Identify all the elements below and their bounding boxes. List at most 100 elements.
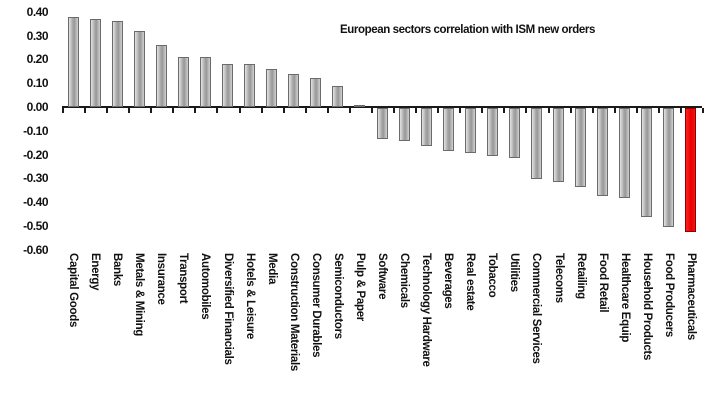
axis-tick-mark	[393, 108, 395, 113]
axis-tick-mark	[150, 108, 152, 113]
x-label-tobacco: Tobacco	[486, 253, 498, 298]
x-label-construction-materials: Construction Materials	[288, 253, 300, 372]
axis-tick-mark	[415, 108, 417, 113]
axis-tick-mark	[194, 108, 196, 113]
x-label-food-producers: Food Producers	[663, 253, 675, 337]
x-label-consumer-durables: Consumer Durables	[310, 253, 322, 358]
x-label-energy: Energy	[89, 253, 101, 291]
bar-beverages	[443, 108, 454, 151]
bar-commercial-services	[531, 108, 542, 179]
axis-tick-mark	[283, 108, 285, 113]
y-tick-label-0.10: 0.10	[26, 76, 49, 91]
x-label-commercial-services: Commercial Services	[530, 253, 542, 364]
y-tick-label--0.30: -0.30	[23, 171, 48, 186]
x-label-beverages: Beverages	[442, 253, 454, 309]
axis-tick-mark	[503, 108, 505, 113]
x-label-hotels-leisure: Hotels & Leisure	[244, 253, 256, 339]
axis-tick-mark	[327, 108, 329, 113]
bar-energy	[90, 19, 101, 107]
bar-food-producers	[663, 108, 674, 227]
y-tick-label-0.00: 0.00	[26, 100, 49, 114]
axis-tick-mark	[305, 108, 307, 113]
axis-tick-mark	[636, 108, 638, 113]
y-tick-label-0.40: 0.40	[26, 4, 49, 19]
axis-tick-mark	[525, 108, 527, 113]
x-label-food-retail: Food Retail	[597, 253, 609, 313]
x-label-retailing: Retailing	[575, 253, 587, 299]
x-label-banks: Banks	[111, 253, 123, 287]
axis-tick-mark	[481, 108, 483, 113]
bar-pulp-paper	[354, 105, 365, 107]
x-label-technology-hardware: Technology Hardware	[420, 253, 432, 367]
axis-tick-mark	[371, 108, 373, 113]
axis-tick-mark	[614, 108, 616, 113]
y-tick-label--0.10: -0.10	[23, 123, 48, 138]
x-label-metals-mining: Metals & Mining	[133, 253, 145, 337]
axis-tick-mark	[658, 108, 660, 113]
y-tick-label--0.50: -0.50	[23, 219, 48, 233]
x-label-transport: Transport	[177, 253, 189, 304]
x-label-household-products: Household Products	[641, 253, 653, 361]
chart-title: European sectors correlation with ISM ne…	[340, 24, 595, 36]
bar-pharmaceuticals	[685, 108, 696, 232]
x-label-insurance: Insurance	[155, 253, 167, 305]
axis-tick-mark	[437, 108, 439, 113]
x-label-semiconductors: Semiconductors	[332, 253, 344, 339]
x-label-utilities: Utilities	[508, 253, 520, 292]
bar-chemicals	[399, 108, 410, 141]
axis-tick-mark	[128, 108, 130, 113]
axis-tick-mark	[680, 108, 682, 113]
bar-telecoms	[553, 108, 564, 182]
bar-insurance	[156, 45, 167, 107]
bar-capital-goods	[68, 17, 79, 107]
y-tick-label--0.20: -0.20	[23, 147, 48, 162]
bar-food-retail	[597, 108, 608, 196]
axis-tick-mark	[570, 108, 572, 113]
y-tick-label--0.40: -0.40	[23, 195, 48, 210]
axis-tick-mark	[702, 108, 704, 113]
x-label-real-estate: Real estate	[464, 253, 476, 311]
axis-tick-mark	[349, 108, 351, 113]
bar-retailing	[575, 108, 586, 187]
axis-tick-mark	[592, 108, 594, 113]
bar-transport	[178, 57, 189, 107]
x-label-diversified-financials: Diversified Financials	[222, 253, 234, 365]
axis-tick-mark	[84, 108, 86, 113]
x-axis-line	[62, 106, 702, 108]
bar-media	[266, 69, 277, 107]
bar-real-estate	[465, 108, 476, 153]
bar-banks	[112, 21, 123, 107]
axis-tick-mark	[548, 108, 550, 113]
x-label-pharmaceuticals: Pharmaceuticals	[685, 253, 697, 340]
axis-tick-mark	[62, 108, 64, 113]
bar-construction-materials	[288, 74, 299, 107]
y-tick-label-0.30: 0.30	[26, 28, 49, 43]
bar-hotels-leisure	[244, 64, 255, 107]
bar-utilities	[509, 108, 520, 158]
bar-semiconductors	[332, 86, 343, 107]
axis-tick-mark	[459, 108, 461, 113]
x-label-media: Media	[266, 253, 278, 285]
x-label-software: Software	[376, 253, 388, 300]
axis-tick-mark	[239, 108, 241, 113]
x-label-chemicals: Chemicals	[398, 253, 410, 308]
x-label-automobiles: Automobiles	[199, 253, 211, 320]
bar-tobacco	[487, 108, 498, 156]
axis-tick-mark	[106, 108, 108, 113]
bar-household-products	[641, 108, 652, 217]
axis-tick-mark	[216, 108, 218, 113]
bar-healthcare-equip	[619, 108, 630, 198]
y-tick-label--0.60: -0.60	[23, 242, 48, 257]
x-label-telecoms: Telecoms	[553, 253, 565, 303]
x-label-pulp-paper: Pulp & Paper	[354, 253, 366, 321]
bar-consumer-durables	[310, 78, 321, 107]
axis-tick-mark	[172, 108, 174, 113]
y-tick-label-0.20: 0.20	[26, 52, 49, 67]
x-label-healthcare-equip: Healthcare Equip	[619, 253, 631, 343]
bar-technology-hardware	[421, 108, 432, 146]
bar-metals-mining	[134, 31, 145, 107]
x-label-capital-goods: Capital Goods	[67, 253, 79, 328]
bar-automobiles	[200, 57, 211, 107]
bar-software	[377, 108, 388, 139]
